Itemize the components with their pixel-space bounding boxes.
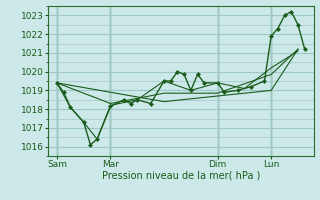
X-axis label: Pression niveau de la mer( hPa ): Pression niveau de la mer( hPa ) <box>102 171 260 181</box>
